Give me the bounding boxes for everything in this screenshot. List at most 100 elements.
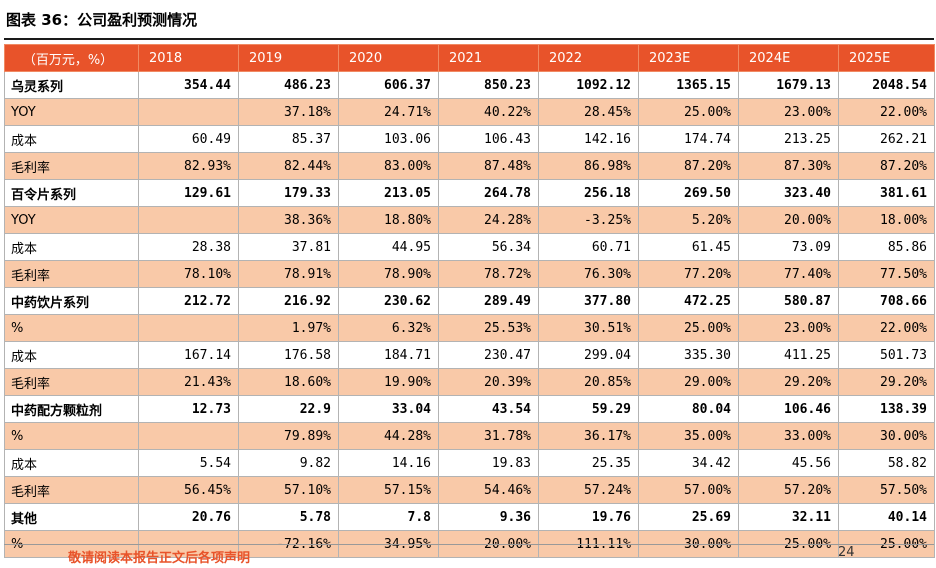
table-cell: 79.89% [238,422,339,450]
table-cell: 29.20% [738,368,839,396]
table-cell: 176.58 [238,341,339,369]
table-cell: 54.46% [438,476,539,504]
table-cell: 262.21 [838,125,935,153]
table-cell: 22.00% [838,314,935,342]
table-cell: 18.80% [338,206,439,234]
table-cell: 7.8 [338,503,439,531]
row-label: YOY [4,206,139,234]
table-row: 百令片系列 129.61 179.33 213.05 264.78 256.18 269.5… [4,179,935,207]
table-cell: 40.14 [838,503,935,531]
table-cell: 9.36 [438,503,539,531]
table-cell: 85.86 [838,233,935,261]
row-label: % [4,422,139,450]
table-row: 毛利率 82.93% 82.44% 83.00% 87.48% 86.98% 87.20% 8… [4,152,935,180]
table-cell: 580.87 [738,287,839,315]
table-cell: 24.28% [438,206,539,234]
table-cell: 184.71 [338,341,439,369]
table-cell: 85.37 [238,125,339,153]
table-cell: 22.9 [238,395,339,423]
table-cell: 35.00% [638,422,739,450]
table-cell: 12.73 [138,395,239,423]
table-cell: 501.73 [838,341,935,369]
row-label: 中药饮片系列 [4,287,139,315]
table-cell: 45.56 [738,449,839,477]
row-label: 成本 [4,125,139,153]
table-cell: 57.50% [838,476,935,504]
table-cell: 20.00% [738,206,839,234]
table-cell: 29.20% [838,368,935,396]
table-cell: 142.16 [538,125,639,153]
table-cell: 18.60% [238,368,339,396]
header-year: 2023E [638,44,739,72]
row-label: 毛利率 [4,152,139,180]
table-cell: 76.30% [538,260,639,288]
table-cell: 44.95 [338,233,439,261]
table-cell: 323.40 [738,179,839,207]
table-row: 其他 20.76 5.78 7.8 9.36 19.76 25.69 32.11 40.14 [4,503,935,531]
table-row: % 79.89% 44.28% 31.78% 36.17% 35.00% 33.00% 30.… [4,422,935,450]
table-cell: 138.39 [838,395,935,423]
table-cell: 82.44% [238,152,339,180]
table-cell: 377.80 [538,287,639,315]
table-cell: 606.37 [338,71,439,99]
table-cell: 37.18% [238,98,339,126]
table-cell: 87.48% [438,152,539,180]
table-cell: 82.93% [138,152,239,180]
header-year: 2018 [138,44,239,72]
table-cell [138,314,239,342]
table-cell: 106.46 [738,395,839,423]
table-cell: 25.35 [538,449,639,477]
table-cell: 83.00% [338,152,439,180]
table-cell: 61.45 [638,233,739,261]
table-cell: 21.43% [138,368,239,396]
table-cell: 43.54 [438,395,539,423]
table-row: 成本 5.54 9.82 14.16 19.83 25.35 34.42 45.56 58.82 [4,449,935,477]
page-number: 24 [838,545,855,560]
table-cell: 28.45% [538,98,639,126]
row-label: 其他 [4,503,139,531]
table-row: % 1.97% 6.32% 25.53% 30.51% 25.00% 23.00% 22.00… [4,314,935,342]
table-cell: 78.90% [338,260,439,288]
table-row: 中药配方颗粒剂 12.73 22.9 33.04 43.54 59.29 80.04 106.… [4,395,935,423]
table-cell: 269.50 [638,179,739,207]
table-cell: 19.83 [438,449,539,477]
table-cell: 40.22% [438,98,539,126]
table-cell: 60.49 [138,125,239,153]
table-cell: 87.20% [838,152,935,180]
header-year: 2022 [538,44,639,72]
table-cell: 57.15% [338,476,439,504]
table-cell: 73.09 [738,233,839,261]
table-cell: 19.90% [338,368,439,396]
table-cell: 86.98% [538,152,639,180]
table-cell: 80.04 [638,395,739,423]
row-label: YOY [4,98,139,126]
table-cell: 256.18 [538,179,639,207]
table-cell: 167.14 [138,341,239,369]
table-cell: 2048.54 [838,71,935,99]
row-label: 乌灵系列 [4,71,139,99]
table-cell: 78.72% [438,260,539,288]
table-cell: 25.53% [438,314,539,342]
table-row: 成本 167.14 176.58 184.71 230.47 299.04 335.30 41… [4,341,935,369]
table-cell: 381.61 [838,179,935,207]
table-cell: 57.24% [538,476,639,504]
table-cell: 56.34 [438,233,539,261]
table-cell: 34.42 [638,449,739,477]
table-cell: 32.11 [738,503,839,531]
table-cell: 5.78 [238,503,339,531]
table-cell: 1365.15 [638,71,739,99]
table-row: 成本 28.38 37.81 44.95 56.34 60.71 61.45 73.09 85.… [4,233,935,261]
table-cell: 23.00% [738,98,839,126]
table-cell: 56.45% [138,476,239,504]
row-label: 毛利率 [4,476,139,504]
table-cell: 38.36% [238,206,339,234]
table-cell: 174.74 [638,125,739,153]
table-row: YOY 38.36% 18.80% 24.28% -3.25% 5.20% 20.00% 18… [4,206,935,234]
table-cell: 103.06 [338,125,439,153]
table-cell: 20.39% [438,368,539,396]
table-cell: 77.20% [638,260,739,288]
table-cell: 335.30 [638,341,739,369]
figure-title: 图表 36：公司盈利预测情况 [6,11,198,29]
disclaimer-text: 敬请阅读本报告正文后各项声明 [68,551,251,566]
table-cell: 87.20% [638,152,739,180]
